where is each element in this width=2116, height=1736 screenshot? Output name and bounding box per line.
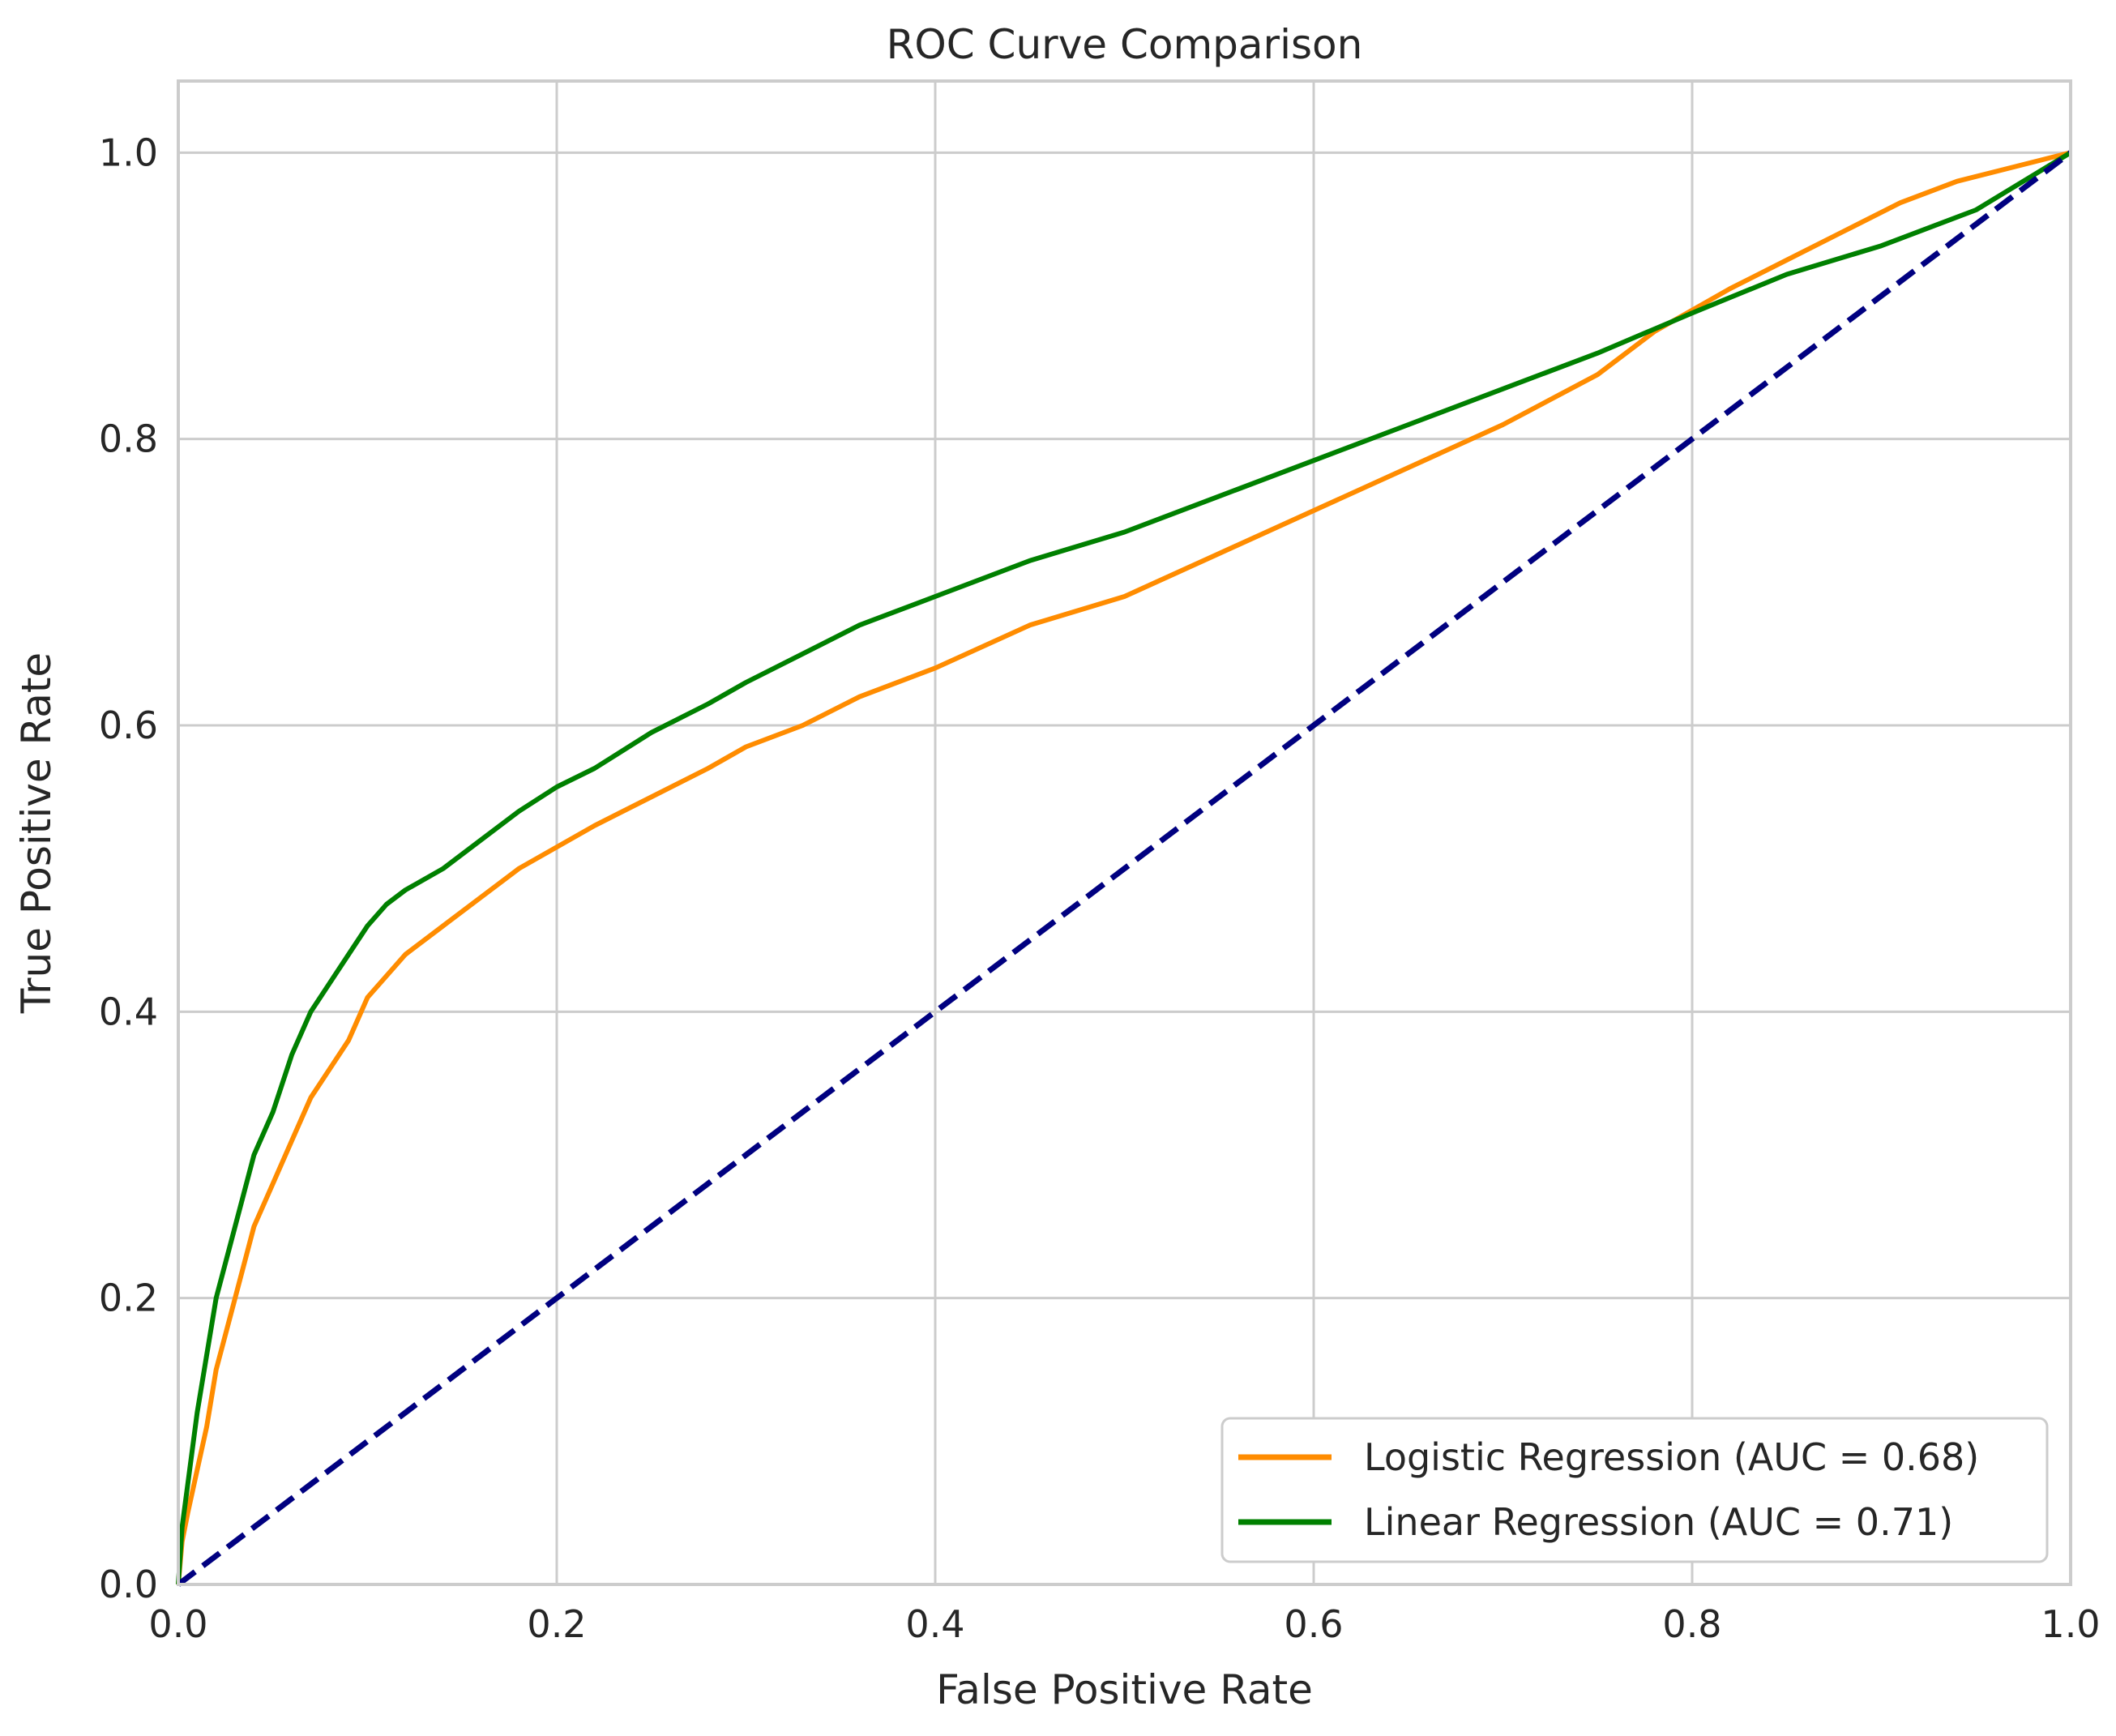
y-tick-label: 0.2 <box>99 1276 158 1320</box>
x-tick-label: 0.2 <box>527 1602 586 1646</box>
legend-label-linear: Linear Regression (AUC = 0.71) <box>1364 1500 1953 1544</box>
tick-labels: 0.0 0.2 0.4 0.6 0.8 1.0 0.0 0.2 0.4 0.6 0.8 1.0 <box>99 130 2101 1646</box>
x-tick-label: 1.0 <box>2041 1602 2100 1646</box>
legend-box <box>1220 1417 2049 1563</box>
plot-frame <box>177 79 2072 1586</box>
y-tick-label: 0.4 <box>99 990 158 1033</box>
x-tick-label: 0.6 <box>1284 1602 1343 1646</box>
x-tick-label: 0.8 <box>1662 1602 1721 1646</box>
chance-diagonal-line <box>176 150 2073 1587</box>
legend-label-logistic: Logistic Regression (AUC = 0.68) <box>1364 1435 1979 1479</box>
x-axis-label: False Positive Rate <box>936 1666 1313 1713</box>
y-tick-label: 0.8 <box>99 417 158 461</box>
y-axis-label: True Positive Rate <box>13 652 60 1014</box>
y-tick-label: 0.0 <box>99 1563 158 1606</box>
x-tick-label: 0.4 <box>905 1602 964 1646</box>
y-tick-label: 1.0 <box>99 130 158 174</box>
legend[interactable]: Logistic Regression (AUC = 0.68) Linear … <box>1220 1417 2049 1563</box>
x-tick-label: 0.0 <box>148 1602 207 1646</box>
grid <box>177 81 2072 1586</box>
y-tick-label: 0.6 <box>99 703 158 747</box>
linear-regression-line <box>176 150 2072 1585</box>
chart-title: ROC Curve Comparison <box>887 21 1363 68</box>
series-layer <box>176 150 2073 1587</box>
logistic-regression-line <box>176 150 2071 1585</box>
